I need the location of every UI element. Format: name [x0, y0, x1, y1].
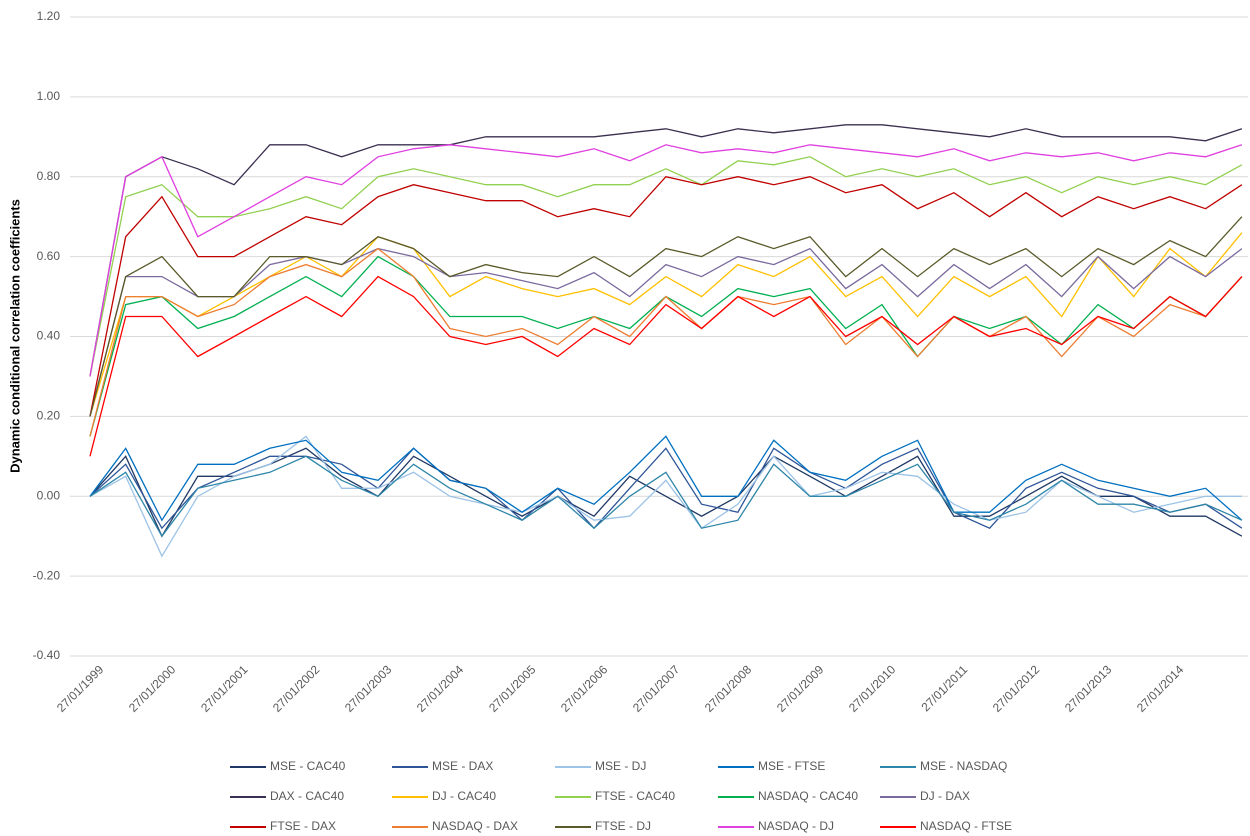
legend-label: DJ - DAX: [920, 789, 970, 803]
y-tick-label: 0.20: [37, 409, 61, 423]
series-line: [89, 435, 1243, 522]
legend-label: DJ - CAC40: [432, 789, 496, 803]
series-line: [89, 216, 1243, 417]
legend-label: MSE - NASDAQ: [920, 759, 1007, 773]
series-line: [89, 124, 1243, 377]
legend-label: FTSE - CAC40: [595, 789, 675, 803]
legend-label: DAX - CAC40: [270, 789, 344, 803]
legend-label: NASDAQ - FTSE: [920, 819, 1012, 833]
x-tick-label: 27/01/2006: [558, 662, 611, 715]
x-tick-label: 27/01/2001: [198, 662, 251, 715]
x-tick-label: 27/01/1999: [54, 662, 107, 715]
y-tick-label: 0.80: [37, 169, 61, 183]
legend-label: FTSE - DJ: [595, 819, 651, 833]
x-tick-label: 27/01/2002: [270, 662, 323, 715]
x-tick-label: 27/01/2011: [919, 662, 971, 714]
x-tick-label: 27/01/2003: [342, 662, 395, 715]
x-tick-label: 27/01/2013: [1062, 662, 1115, 715]
x-tick-label: 27/01/2005: [486, 662, 539, 715]
x-tick-label: 27/01/2010: [846, 662, 899, 715]
series-line: [89, 455, 1243, 538]
series-line: [89, 447, 1243, 530]
x-tick-label: 27/01/2009: [774, 662, 827, 715]
y-axis-label: Dynamic conditional correlation coeffici…: [7, 199, 22, 473]
legend-label: NASDAQ - DAX: [432, 819, 518, 833]
x-tick-label: 27/01/2008: [702, 662, 755, 715]
x-tick-label: 27/01/2007: [630, 662, 683, 715]
legend-label: NASDAQ - DJ: [758, 819, 834, 833]
legend-label: NASDAQ - CAC40: [758, 789, 858, 803]
x-tick-label: 27/01/2004: [414, 662, 467, 715]
legend-label: MSE - DAX: [432, 759, 493, 773]
y-tick-label: 0.40: [37, 329, 61, 343]
series-line: [89, 175, 1243, 417]
y-tick-label: 1.00: [37, 89, 61, 103]
legend-label: MSE - FTSE: [758, 759, 825, 773]
x-tick-label: 27/01/2012: [990, 662, 1043, 715]
series-line: [89, 447, 1243, 538]
series-line: [89, 156, 1243, 377]
x-tick-label: 27/01/2000: [126, 662, 179, 715]
series-line: [89, 144, 1243, 377]
series-line: [89, 247, 1243, 437]
legend-label: FTSE - DAX: [270, 819, 336, 833]
series-line: [89, 275, 1243, 457]
y-tick-label: -0.20: [33, 568, 61, 582]
series-line: [89, 232, 1243, 417]
series-line: [89, 255, 1243, 437]
y-tick-label: 0.00: [37, 488, 61, 502]
x-tick-label: 27/01/2014: [1134, 662, 1187, 715]
y-tick-label: 0.60: [37, 249, 61, 263]
legend-label: MSE - DJ: [595, 759, 646, 773]
series-line: [89, 435, 1242, 558]
y-tick-label: -0.40: [33, 648, 61, 662]
legend-label: MSE - CAC40: [270, 759, 346, 773]
y-tick-label: 1.20: [37, 9, 61, 23]
series-line: [89, 247, 1243, 417]
